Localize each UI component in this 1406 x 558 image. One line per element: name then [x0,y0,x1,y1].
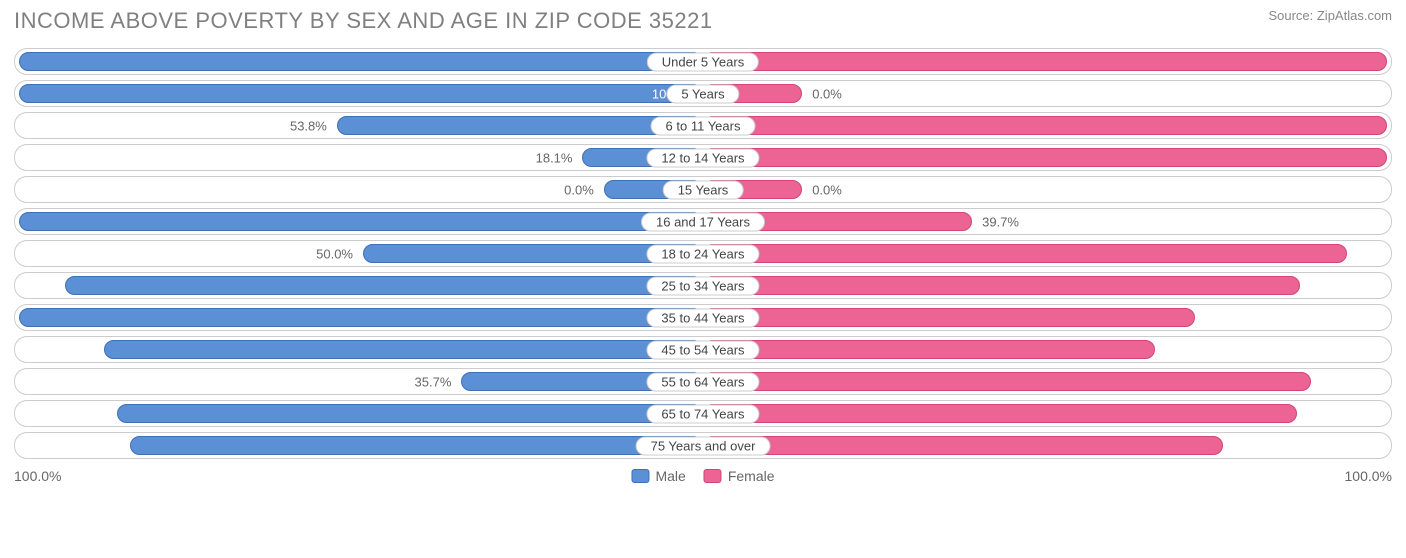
female-value: 0.0% [812,86,842,101]
chart-row: 53.8% 100.0%6 to 11 Years [14,112,1392,139]
category-label: 65 to 74 Years [646,404,759,423]
category-label: 18 to 24 Years [646,244,759,263]
axis-label-right: 100.0% [1345,468,1392,484]
chart-title: INCOME ABOVE POVERTY BY SEX AND AGE IN Z… [14,8,713,34]
male-bar [337,116,703,135]
diverging-bar-chart: 100.0%100.0%Under 5 Years100.0%0.0%5 Yea… [14,48,1392,459]
female-bar: 88.9% [703,372,1311,391]
male-bar: 87.6% [104,340,703,359]
female-bar: 94.2% [703,244,1347,263]
female-bar: 72.1% [703,308,1195,327]
chart-row: 50.0% 94.2%18 to 24 Years [14,240,1392,267]
female-swatch [704,469,722,483]
category-label: 6 to 11 Years [651,116,756,135]
female-bar: 100.0% [703,116,1387,135]
chart-row: 100.0% 0.0% 5 Years [14,80,1392,107]
female-bar: 76.2% [703,436,1223,455]
chart-row: 100.0%72.1%35 to 44 Years [14,304,1392,331]
category-label: 5 Years [666,84,739,103]
chart-row: 100.0% 39.7% 16 and 17 Years [14,208,1392,235]
category-label: 75 Years and over [636,436,771,455]
male-value: 0.0% [564,182,594,197]
male-value: 50.0% [316,246,353,261]
male-value: 53.8% [290,118,327,133]
legend: Male Female [631,468,774,484]
female-bar: 100.0% [703,52,1387,71]
male-swatch [631,469,649,483]
female-value: 39.7% [982,214,1019,229]
chart-row: 100.0%100.0%Under 5 Years [14,48,1392,75]
chart-row: 87.6%66.3%45 to 54 Years [14,336,1392,363]
male-bar: 85.8% [117,404,703,423]
chart-row: 83.8%76.2%75 Years and over [14,432,1392,459]
category-label: 15 Years [663,180,744,199]
male-bar: 100.0% [19,52,703,71]
legend-item-male: Male [631,468,685,484]
male-bar: 93.3% [65,276,703,295]
chart-row: 35.7% 88.9%55 to 64 Years [14,368,1392,395]
category-label: 25 to 34 Years [646,276,759,295]
category-label: 12 to 14 Years [646,148,759,167]
category-label: 16 and 17 Years [641,212,765,231]
female-bar: 100.0% [703,148,1387,167]
category-label: 55 to 64 Years [646,372,759,391]
female-value: 0.0% [812,182,842,197]
category-label: 35 to 44 Years [646,308,759,327]
axis-label-left: 100.0% [14,468,61,484]
category-label: Under 5 Years [647,52,759,71]
chart-row: 93.3%87.4%25 to 34 Years [14,272,1392,299]
chart-row: 18.1% 100.0%12 to 14 Years [14,144,1392,171]
male-bar: 100.0% [19,212,703,231]
chart-row: 0.0% 0.0% 15 Years [14,176,1392,203]
female-bar: 87.4% [703,276,1300,295]
female-bar: 66.3% [703,340,1155,359]
male-value: 35.7% [415,374,452,389]
legend-label-female: Female [728,468,775,484]
legend-label-male: Male [655,468,685,484]
male-value: 18.1% [536,150,573,165]
chart-row: 85.8%86.9%65 to 74 Years [14,400,1392,427]
source-attribution: Source: ZipAtlas.com [1268,8,1392,23]
category-label: 45 to 54 Years [646,340,759,359]
male-bar: 100.0% [19,84,703,103]
male-bar: 100.0% [19,308,703,327]
male-bar: 83.8% [130,436,703,455]
female-bar: 86.9% [703,404,1297,423]
legend-item-female: Female [704,468,775,484]
